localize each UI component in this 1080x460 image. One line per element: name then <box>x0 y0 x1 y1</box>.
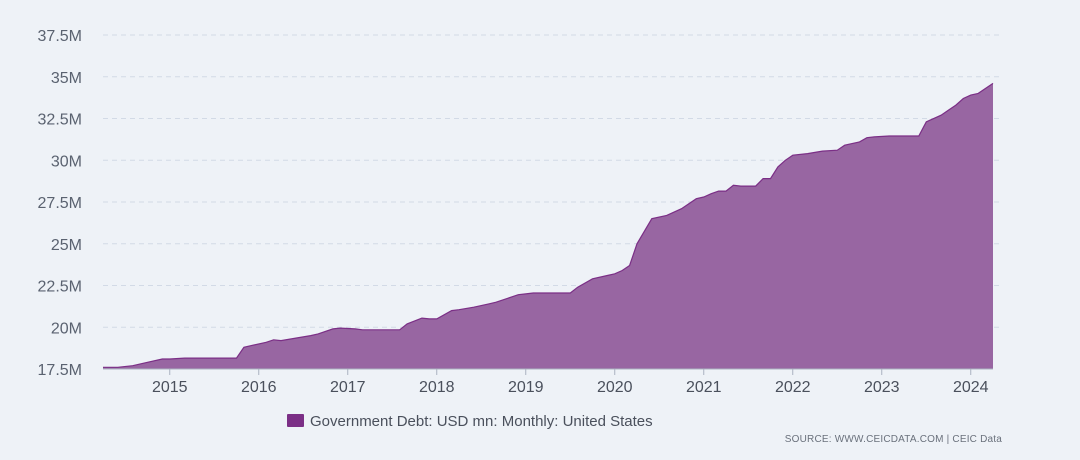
x-tick-label: 2021 <box>686 379 722 396</box>
y-axis: 17.5M 20M 22.5M 25M 27.5M 30M 32.5M 35M 37.5M <box>38 28 82 379</box>
y-tick-label: 27.5M <box>38 195 82 212</box>
series-line <box>103 82 994 368</box>
legend-label[interactable]: Government Debt: USD mn: Monthly: United… <box>310 413 653 430</box>
x-tick-label: 2022 <box>775 379 811 396</box>
series-area[interactable] <box>103 83 993 370</box>
x-tick-label: 2019 <box>508 379 544 396</box>
x-tick-label: 2020 <box>597 379 633 396</box>
x-tick-label: 2024 <box>953 379 989 396</box>
legend[interactable]: Government Debt: USD mn: Monthly: United… <box>287 413 653 430</box>
x-tick-label: 2016 <box>241 379 277 396</box>
area-series <box>103 82 994 370</box>
y-tick-label: 30M <box>51 153 82 170</box>
source-credit: SOURCE: WWW.CEICDATA.COM | CEIC Data <box>785 434 1002 445</box>
x-tick-label: 2017 <box>330 379 366 396</box>
y-tick-label: 17.5M <box>38 362 82 379</box>
y-tick-label: 25M <box>51 237 82 254</box>
x-tick-label: 2023 <box>864 379 900 396</box>
y-tick-label: 22.5M <box>38 279 82 296</box>
y-tick-label: 20M <box>51 320 82 337</box>
y-tick-label: 37.5M <box>38 28 82 45</box>
legend-swatch[interactable] <box>287 414 304 427</box>
y-tick-label: 32.5M <box>38 112 82 129</box>
x-tick-label: 2015 <box>152 379 188 396</box>
x-tick-label: 2018 <box>419 379 455 396</box>
x-axis: 2015 2016 2017 2018 2019 2020 2021 2022 2023 2024 <box>103 368 993 396</box>
y-tick-label: 35M <box>51 70 82 87</box>
